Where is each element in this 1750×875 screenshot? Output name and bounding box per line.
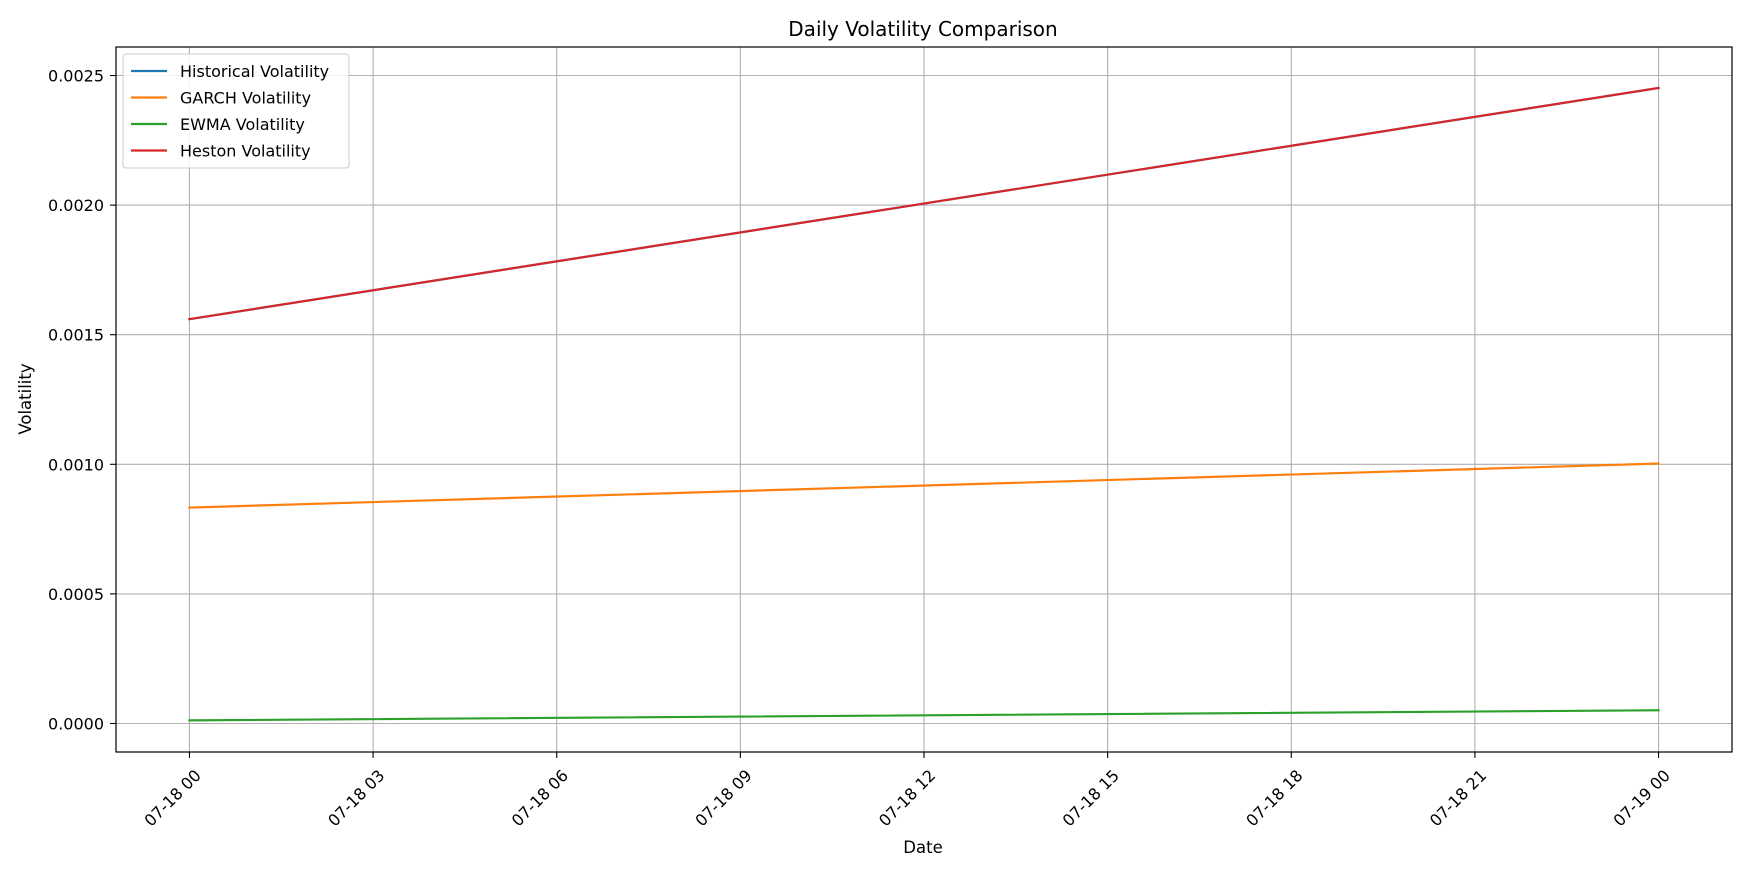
series-line-heston-volatility [188,86,1660,321]
y-tick-label: 0.0020 [48,196,104,215]
legend-label-ewma-volatility: EWMA Volatility [180,115,305,134]
y-tick-label: 0.0025 [48,67,104,86]
x-axis-label: Date [903,838,942,857]
y-tick-label: 0.0010 [48,455,104,474]
legend-label-heston-volatility: Heston Volatility [180,142,311,161]
y-tick-label: 0.0015 [48,326,104,345]
y-axis-ticks: 0.0000 0.0005 0.0010 0.0015 0.0020 0.0025 [48,67,116,733]
y-tick-label: 0.0005 [48,585,104,604]
chart-title: Daily Volatility Comparison [788,17,1057,41]
legend-label-garch-volatility: GARCH Volatility [180,89,311,108]
series-line-garch-volatility [188,462,1660,509]
legend: Historical Volatility GARCH Volatility EWM… [122,53,350,169]
series-line-ewma-volatility [188,709,1660,722]
y-axis-label: Volatility [16,363,35,434]
grid [116,47,1732,752]
legend-label-historical-volatility: Historical Volatility [180,62,329,81]
legend-box [122,53,350,169]
y-tick-label: 0.0000 [48,714,104,733]
series-lines [188,86,1660,722]
